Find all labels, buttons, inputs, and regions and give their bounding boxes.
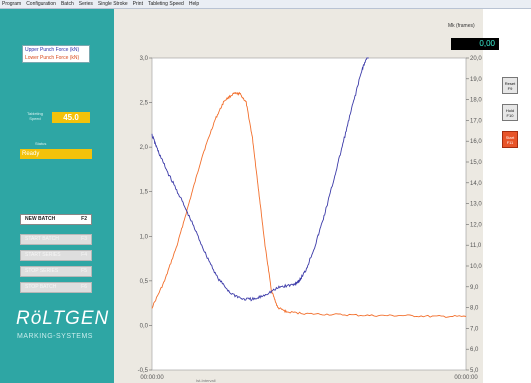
right-tick-label: 12,0 — [470, 222, 482, 228]
right-tick-label: 16,0 — [470, 139, 482, 145]
left-tick-label: 0,0 — [140, 323, 149, 329]
menu-item[interactable]: Program — [2, 1, 22, 7]
right-tick-label: 15,0 — [470, 160, 482, 166]
plot-frame — [151, 57, 467, 371]
batch-button[interactable]: START SERIES F4 — [20, 250, 92, 261]
menu-item[interactable]: Tableting Speed — [147, 1, 184, 7]
function-button-key: F9 — [507, 86, 513, 91]
batch-button[interactable]: STOP BATCH F6 — [20, 282, 92, 293]
batch-button-key: F2 — [81, 216, 87, 222]
batch-button-label: STOP SERIES — [25, 268, 59, 274]
x-axis-label: Ist-Intervall — [196, 378, 216, 383]
sidebar — [0, 9, 114, 383]
orange-force-series — [151, 91, 467, 318]
right-tick-label: 17,0 — [470, 118, 482, 124]
function-button-label: Start — [505, 135, 515, 140]
menu-item[interactable]: Series — [78, 1, 93, 7]
batch-button-label: START BATCH — [25, 236, 59, 242]
batch-button-label: NEW BATCH — [25, 216, 56, 222]
batch-button-key: F5 — [81, 268, 87, 274]
mk-display: 0,00 — [451, 38, 499, 50]
batch-button-key: F3 — [81, 236, 87, 242]
logo-subtitle: MARKING-SYSTEMS — [17, 333, 93, 340]
function-button[interactable]: Start F11 — [502, 131, 518, 148]
left-tick-label: 2,0 — [140, 145, 149, 151]
x-tick-label: 00:00:00 — [140, 375, 164, 381]
batch-button[interactable]: STOP SERIES F5 — [20, 266, 92, 277]
menu-item[interactable]: Single Stroke — [97, 1, 128, 7]
right-tick-label: 18,0 — [470, 98, 482, 104]
right-tick-label: 13,0 — [470, 202, 482, 208]
right-tick-label: 8,0 — [470, 306, 479, 312]
function-button-key: F10 — [506, 113, 514, 118]
speed-label: Tableting Speed — [26, 111, 43, 121]
right-tick-label: 7,0 — [470, 326, 479, 332]
legend-lower-punch: Lower Punch Force (kN) — [25, 55, 80, 61]
left-tick-label: 2,5 — [140, 101, 149, 107]
right-tick-label: 5,0 — [470, 368, 479, 374]
x-tick-label: 00:00:00 — [454, 375, 478, 381]
mk-label: Mk (frames) — [448, 23, 475, 29]
function-button-label: Reset — [504, 81, 516, 86]
left-tick-label: 1,0 — [140, 234, 149, 240]
batch-button-label: STOP BATCH — [25, 284, 57, 290]
right-tick-label: 6,0 — [470, 347, 479, 353]
left-tick-label: 3,0 — [140, 56, 149, 62]
batch-button[interactable]: START BATCH F3 — [20, 234, 92, 245]
function-button-label: Hold — [505, 108, 515, 113]
roltgen-logo: RöLTGEN — [16, 308, 110, 329]
right-tick-label: 14,0 — [470, 181, 482, 187]
batch-button-key: F6 — [81, 284, 87, 290]
left-tick-label: 0,5 — [140, 279, 149, 285]
function-button[interactable]: Hold F10 — [502, 104, 518, 121]
right-tick-label: 11,0 — [470, 243, 482, 249]
batch-button[interactable]: NEW BATCH F2 — [20, 214, 92, 225]
menu-item[interactable]: Print — [132, 1, 143, 7]
batch-button-key: F4 — [81, 252, 87, 258]
legend-upper-punch: Upper Punch Force (kN) — [25, 47, 80, 53]
menu-item[interactable]: Configuration — [26, 1, 56, 7]
blue-force-series — [151, 57, 369, 302]
function-button-key: F11 — [506, 140, 514, 145]
menu-bar: Program Configuration Batch Series Single St… — [0, 0, 531, 9]
batch-button-label: START SERIES — [25, 252, 61, 258]
right-tick-label: 10,0 — [470, 264, 482, 270]
right-tick-label: 19,0 — [470, 77, 482, 83]
left-tick-label: 1,5 — [140, 190, 149, 196]
right-tick-label: 9,0 — [470, 285, 479, 291]
speed-value[interactable]: 45.0 — [52, 112, 90, 123]
left-tick-label: -0,5 — [138, 368, 149, 374]
function-button[interactable]: Reset F9 — [502, 77, 518, 94]
menu-item[interactable]: Help — [188, 1, 200, 7]
status-value: Ready — [20, 149, 92, 159]
right-tick-label: 20,0 — [470, 56, 482, 62]
status-label: Status — [35, 141, 47, 146]
menu-item[interactable]: Batch — [60, 1, 74, 7]
force-legend: Upper Punch Force (kN) Lower Punch Force… — [22, 45, 90, 63]
